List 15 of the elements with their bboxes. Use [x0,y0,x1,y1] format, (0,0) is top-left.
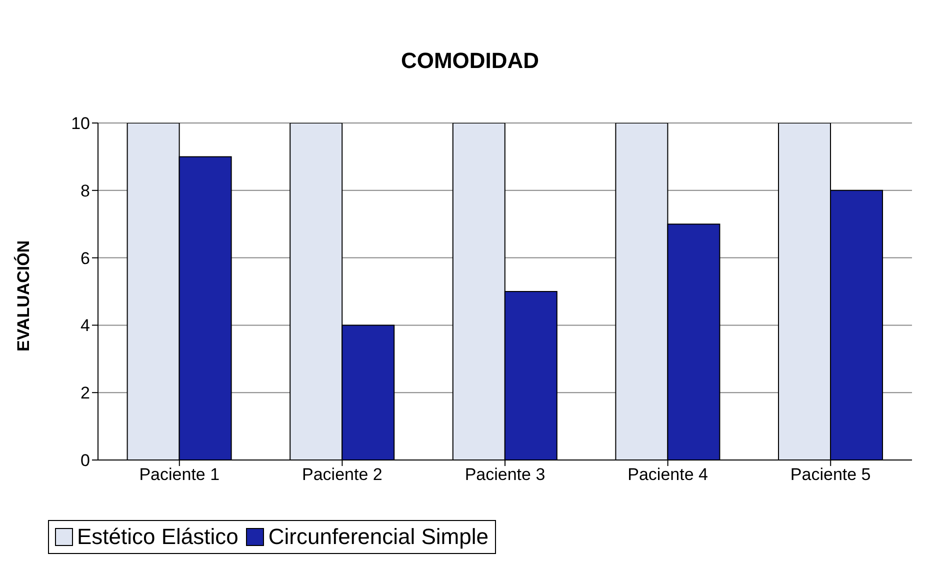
y-tick-label: 6 [80,248,90,268]
y-tick-label: 10 [71,114,90,134]
x-tick-label: Paciente 5 [790,465,871,484]
x-tick-label: Paciente 3 [464,465,546,484]
y-tick-label: 8 [80,181,90,200]
x-tick-label: Paciente 1 [139,465,220,484]
y-axis-title: EVALUACIÓN [13,240,34,352]
y-tick-label: 0 [80,451,90,470]
legend-label: Estético Elástico [76,524,238,550]
chart-title: COMODIDAD [400,47,540,75]
x-tick-label: Paciente 2 [302,465,382,484]
y-tick-label: 2 [80,384,90,403]
x-tick-label: Paciente 4 [628,465,708,484]
y-tick-label: 4 [80,316,90,336]
legend-label: Circunferencial Simple [267,524,488,550]
